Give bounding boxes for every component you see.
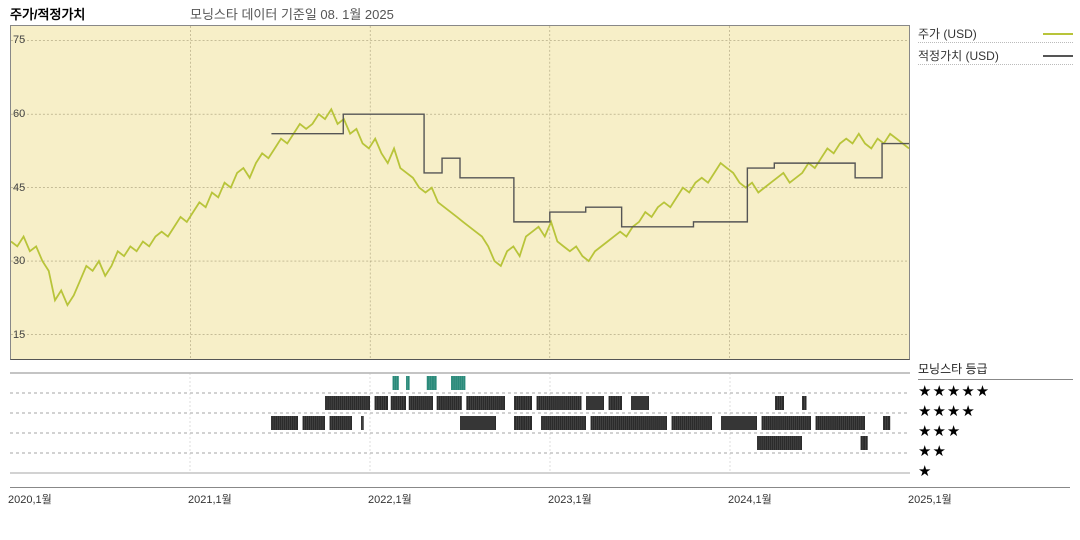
- y-tick-label: 60: [13, 108, 25, 120]
- rating-star-row: ★★: [918, 442, 1073, 462]
- chart-subtitle: 모닝스타 데이터 기준일 08. 1월 2025: [190, 4, 394, 23]
- legend-price-label: 주가 (USD): [918, 25, 977, 42]
- y-tick-label: 15: [13, 329, 25, 341]
- legend-price-swatch: [1043, 33, 1073, 35]
- rating-chart: [10, 363, 910, 483]
- x-tick-label: 2023,1월: [548, 491, 592, 507]
- x-tick-label: 2020,1월: [8, 491, 52, 507]
- legend-fair-swatch: [1043, 55, 1073, 57]
- y-tick-label: 75: [13, 34, 25, 46]
- x-tick-label: 2022,1월: [368, 491, 412, 507]
- rating-legend-title: 모닝스타 등급: [918, 360, 1073, 380]
- rating-star-row: ★★★★: [918, 402, 1073, 422]
- legend-fair-label: 적정가치 (USD): [918, 47, 999, 64]
- y-tick-label: 30: [13, 255, 25, 267]
- price-chart: 15 30 45 60 75: [10, 25, 910, 360]
- rating-star-row: ★★★: [918, 422, 1073, 442]
- x-tick-label: 2021,1월: [188, 491, 232, 507]
- x-tick-label: 2025,1월: [908, 491, 952, 507]
- x-axis: 2020,1월 2021,1월 2022,1월 2023,1월 2024,1월 2025,…: [10, 487, 1070, 507]
- y-tick-label: 45: [13, 182, 25, 194]
- rating-star-row: ★: [918, 462, 1073, 482]
- rating-star-row: ★★★★★: [918, 382, 1073, 402]
- chart-header: 주가/적정가치 모닝스타 데이터 기준일 08. 1월 2025: [0, 0, 1080, 27]
- legend-price: 주가 (USD): [918, 25, 1073, 43]
- chart-title: 주가/적정가치: [10, 4, 190, 23]
- x-tick-label: 2024,1월: [728, 491, 772, 507]
- chart-legend: 주가 (USD) 적정가치 (USD): [918, 25, 1073, 69]
- legend-fair: 적정가치 (USD): [918, 47, 1073, 65]
- rating-legend: 모닝스타 등급 ★★★★★★★★★★★★★★★: [918, 360, 1073, 482]
